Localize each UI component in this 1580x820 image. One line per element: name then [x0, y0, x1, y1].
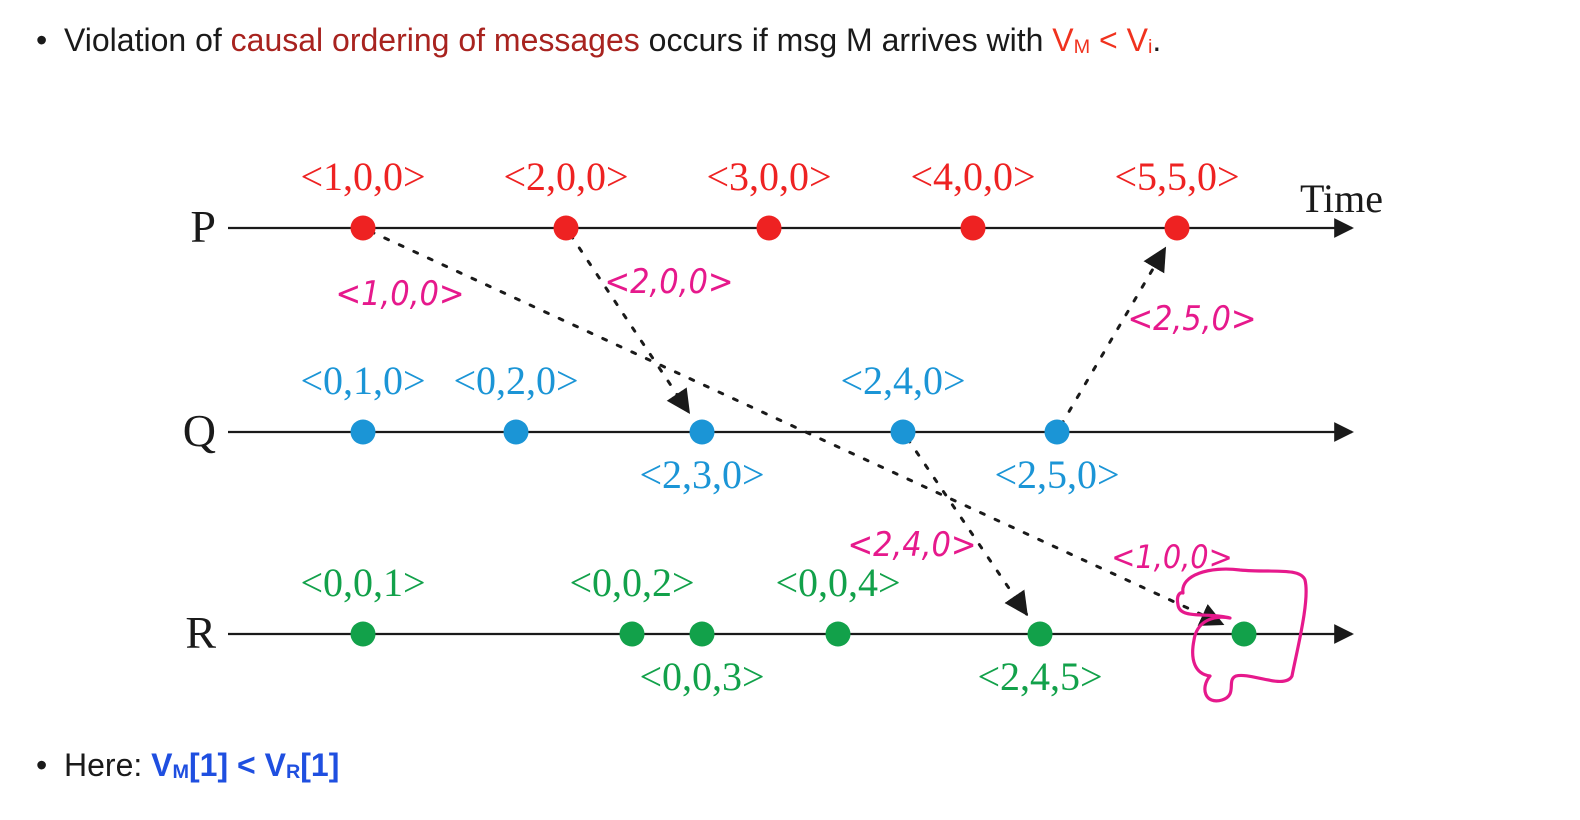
vector-clock-label-r-5: <2,4,5>: [977, 654, 1102, 699]
vector-clock-label-q-1: <0,1,0>: [300, 358, 425, 403]
event-dot-r-5: [1027, 621, 1053, 647]
event-dot-q-5: [1044, 419, 1070, 445]
footer-statement: • Here: VM[1] < VR[1]: [36, 747, 339, 784]
process-label-p: P: [190, 201, 216, 252]
less-than-sign: <: [228, 747, 265, 783]
message-annotation-1: <1,0,0>: [335, 274, 464, 314]
process-label-q: Q: [183, 405, 216, 456]
less-than-sign: <: [1090, 22, 1127, 58]
event-dot-r-4: [825, 621, 851, 647]
message-arrow-p-2-to-q-3: [568, 233, 691, 415]
event-dot-r-3: [689, 621, 715, 647]
time-axis-label: Time: [1300, 176, 1383, 221]
vm-index-expression: VM[1]: [151, 747, 229, 784]
event-dot-r-1: [350, 621, 376, 647]
vector-clock-label-r-4: <0,0,4>: [775, 560, 900, 605]
intro-period: .: [1152, 22, 1162, 58]
event-dot-p-3: [756, 215, 782, 241]
message-annotation-2: <2,0,0>: [604, 262, 733, 302]
vector-clock-label-q-5: <2,5,0>: [994, 452, 1119, 497]
vector-clock-label-r-1: <0,0,1>: [300, 560, 425, 605]
vector-clock-label-q-4: <2,4,0>: [840, 358, 965, 403]
vm-symbol: VM: [1052, 22, 1091, 59]
vector-clock-label-r-2: <0,0,2>: [569, 560, 694, 605]
event-dot-q-3: [689, 419, 715, 445]
vr-index-expression: VR[1]: [264, 747, 340, 784]
event-dot-p-4: [960, 215, 986, 241]
vector-clock-label-p-2: <2,0,0>: [503, 154, 628, 199]
event-dot-q-2: [503, 419, 529, 445]
event-dot-q-1: [350, 419, 376, 445]
footer-prefix: Here:: [64, 747, 152, 783]
vector-clock-label-q-3: <2,3,0>: [639, 452, 764, 497]
message-annotation-4: <2,5,0>: [1127, 299, 1256, 339]
vector-clock-label-r-3: <0,0,3>: [639, 654, 764, 699]
vi-symbol: Vi: [1126, 22, 1153, 59]
event-dot-p-1: [350, 215, 376, 241]
vector-clock-label-p-3: <3,0,0>: [706, 154, 831, 199]
vector-clock-label-p-1: <1,0,0>: [300, 154, 425, 199]
event-dot-p-5: [1164, 215, 1190, 241]
intro-text-before: Violation of: [64, 22, 231, 58]
event-dot-p-2: [553, 215, 579, 241]
circled-violation-scribble: [1175, 567, 1308, 703]
bullet-icon: •: [36, 22, 48, 58]
event-dot-r-2: [619, 621, 645, 647]
event-dot-q-4: [890, 419, 916, 445]
vector-clock-label-p-4: <4,0,0>: [910, 154, 1035, 199]
vector-clock-label-q-2: <0,2,0>: [453, 358, 578, 403]
intro-statement: • Violation of causal ordering of message…: [36, 22, 1161, 59]
vector-clock-label-p-5: <5,5,0>: [1114, 154, 1239, 199]
message-annotation-3: <2,4,0>: [847, 525, 976, 565]
intro-text-middle: occurs if msg M arrives with: [639, 22, 1053, 58]
bullet-icon: •: [36, 747, 48, 783]
intro-highlight: causal ordering of messages: [230, 22, 640, 58]
message-arrow-q-4-to-r-5: [905, 437, 1029, 617]
message-arrow-q-5-to-p-5: [1059, 246, 1167, 427]
process-label-r: R: [185, 607, 216, 658]
event-dot-r-6: [1231, 621, 1257, 647]
message-arrow-p-1-to-r-6: [368, 229, 1225, 626]
